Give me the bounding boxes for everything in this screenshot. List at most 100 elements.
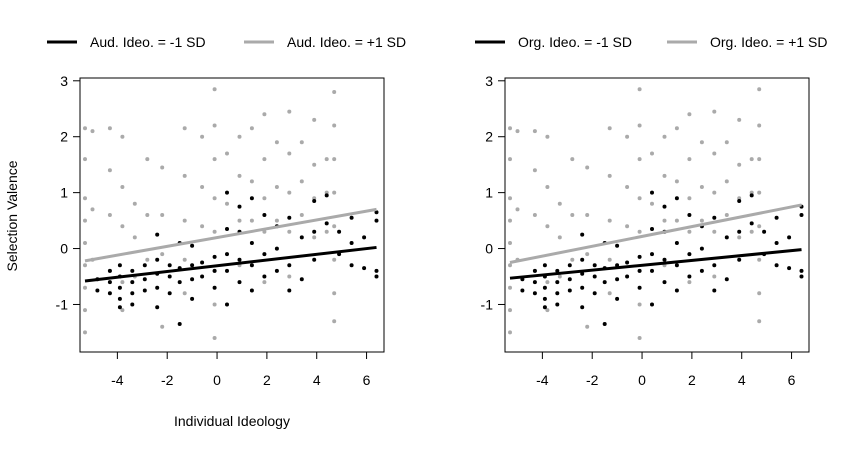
data-point: [83, 241, 87, 245]
data-point: [757, 224, 762, 229]
data-point: [299, 235, 304, 240]
data-point: [545, 308, 550, 313]
data-point: [650, 227, 654, 231]
data-point: [637, 123, 642, 128]
data-point: [212, 196, 217, 201]
data-point: [662, 204, 667, 209]
data-point: [142, 288, 147, 293]
data-point: [532, 280, 537, 285]
data-point: [749, 221, 754, 226]
data-point: [324, 190, 329, 195]
data-point: [650, 151, 654, 156]
data-point: [83, 285, 87, 290]
data-point: [799, 274, 804, 279]
data-point: [737, 235, 742, 240]
data-point: [312, 235, 317, 240]
data-point: [130, 268, 135, 273]
data-point: [712, 109, 717, 114]
data-point: [737, 117, 742, 122]
data-point: [699, 185, 704, 189]
data-point: [545, 224, 550, 229]
x-tick-label: -2: [161, 372, 174, 388]
data-point: [155, 305, 160, 310]
data-point: [567, 288, 572, 293]
data-point: [637, 87, 642, 92]
data-point: [625, 274, 630, 279]
data-point: [249, 179, 254, 184]
data-point: [687, 157, 692, 162]
data-point: [774, 263, 779, 268]
data-point: [567, 263, 572, 268]
data-point: [374, 210, 379, 215]
data-point: [592, 274, 597, 279]
data-point: [749, 229, 754, 234]
data-point: [274, 140, 279, 145]
data-point: [615, 277, 620, 282]
y-tick-label: -1: [481, 296, 494, 312]
data-point: [274, 218, 279, 223]
y-tick-label: 3: [485, 73, 493, 89]
data-point: [249, 263, 254, 268]
data-point: [212, 157, 217, 162]
data-point: [662, 257, 667, 262]
data-point: [312, 199, 317, 203]
data-point: [555, 291, 560, 296]
data-point: [650, 252, 654, 257]
data-point: [662, 134, 667, 139]
data-point: [508, 263, 512, 268]
data-point: [749, 193, 754, 198]
data-point: [637, 196, 642, 201]
data-point: [190, 296, 195, 301]
data-point: [757, 157, 762, 162]
plot-frame: [504, 77, 810, 353]
data-point: [212, 229, 217, 234]
data-point: [177, 280, 182, 285]
data-point: [182, 257, 187, 262]
data-point: [508, 196, 512, 201]
data-point: [557, 235, 562, 240]
data-point: [607, 291, 612, 296]
y-tick-label: 1: [485, 185, 493, 201]
data-point: [580, 232, 585, 237]
data-point: [650, 302, 654, 307]
data-point: [757, 87, 762, 92]
data-point: [637, 285, 642, 290]
data-point: [362, 266, 367, 271]
data-point: [83, 330, 87, 335]
data-point: [699, 268, 704, 273]
data-point: [799, 268, 804, 273]
data-point: [324, 157, 329, 162]
data-point: [374, 274, 379, 279]
data-point: [287, 215, 292, 220]
data-point: [200, 260, 205, 265]
data-point: [107, 291, 112, 296]
data-point: [532, 291, 537, 296]
data-point: [324, 193, 329, 198]
data-point: [332, 291, 337, 296]
data-point: [774, 215, 779, 220]
data-point: [724, 140, 729, 145]
data-point: [132, 235, 137, 240]
data-point: [607, 257, 612, 262]
data-point: [249, 196, 254, 201]
data-point: [262, 280, 267, 285]
data-point: [225, 252, 229, 257]
x-tick-label: 6: [788, 372, 796, 388]
data-point: [757, 123, 762, 128]
data-point: [674, 196, 679, 201]
data-point: [182, 218, 187, 223]
data-point: [532, 268, 537, 273]
data-point: [662, 218, 667, 223]
data-point: [712, 215, 717, 220]
data-point: [349, 263, 354, 268]
data-point: [324, 221, 329, 226]
data-point: [637, 254, 642, 259]
data-point: [287, 190, 292, 195]
data-point: [787, 266, 792, 271]
data-point: [120, 134, 125, 139]
data-point: [515, 129, 520, 134]
data-point: [237, 218, 242, 223]
data-point: [160, 213, 165, 217]
data-point: [190, 277, 195, 282]
data-point: [200, 274, 205, 279]
